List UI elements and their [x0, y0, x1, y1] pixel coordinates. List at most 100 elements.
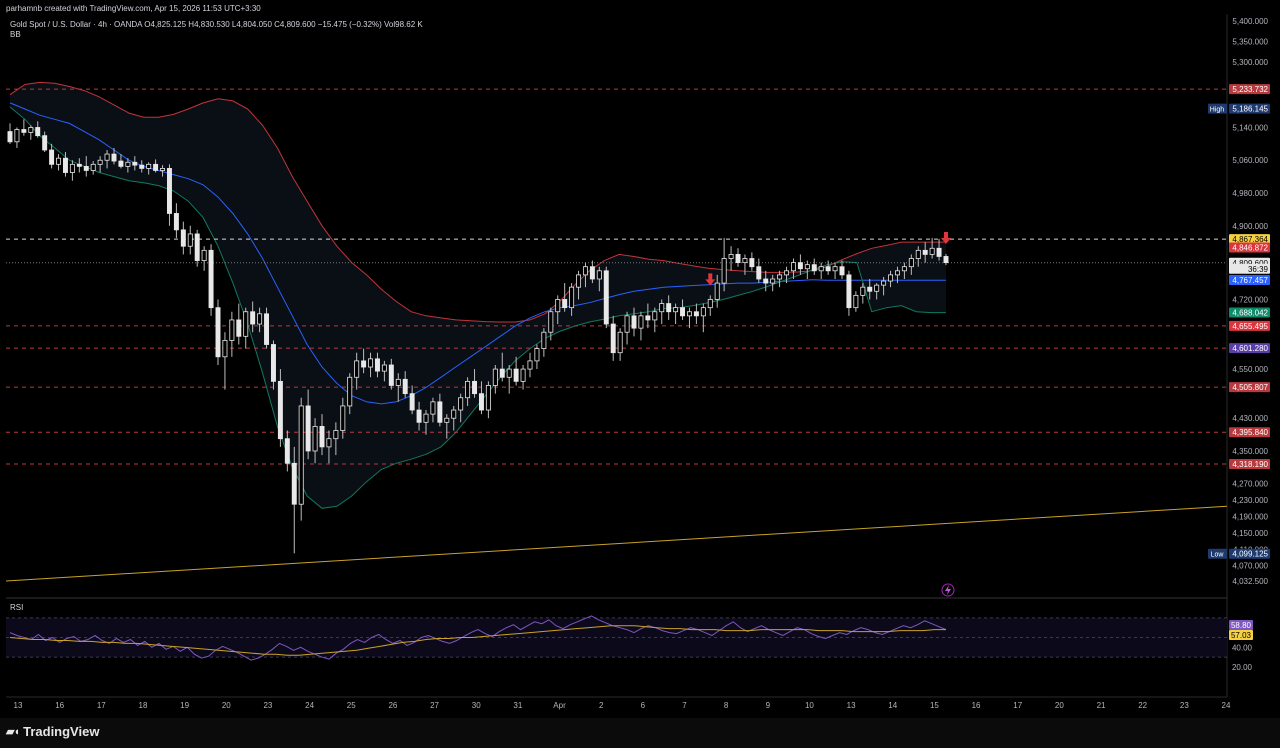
candle-body	[784, 270, 790, 276]
price-tag	[1229, 275, 1270, 286]
candle-body	[257, 313, 263, 325]
candle-body	[610, 323, 616, 354]
candle-body	[534, 348, 540, 362]
price-tick-label: 4,032.500	[1232, 577, 1268, 586]
candle-body	[881, 280, 887, 286]
symbol-ohlc-line[interactable]: Gold Spot / U.S. Dollar · 4h · OANDA O4,…	[10, 20, 423, 29]
candle-body	[69, 163, 75, 173]
brand-text: TradingView	[23, 724, 100, 739]
candle-body	[270, 344, 276, 382]
price-tick-label: 4,230.000	[1232, 496, 1268, 505]
candle-body	[291, 462, 297, 505]
rsi-indicator-label[interactable]: RSI	[10, 603, 24, 612]
time-tick-label: 30	[472, 701, 481, 710]
candle-body	[250, 311, 256, 325]
rsi-value-tag	[1229, 620, 1253, 630]
candle-body	[555, 299, 561, 313]
price-tick-label: 4,430.000	[1232, 414, 1268, 423]
candle-body	[472, 380, 478, 395]
time-tick-label: 20	[222, 701, 231, 710]
candle-body	[388, 364, 394, 386]
time-axis-labels: 13 16 17 18 19 20 23 24 25 26 27 30 31 Apr 2 6 7 8 9 10 13 14…	[14, 701, 1231, 710]
time-tick-label: 13	[847, 701, 856, 710]
candle-body	[576, 274, 582, 288]
price-tag-prefix	[1208, 548, 1227, 559]
candle-body	[804, 264, 810, 270]
price-tag-prefix-text: High	[1210, 107, 1225, 114]
price-tick-label: 4,720.000	[1232, 295, 1268, 304]
time-tick-label: 2	[599, 701, 604, 710]
price-tick-label: 4,550.000	[1232, 365, 1268, 374]
candle-body	[444, 417, 450, 423]
rsi-value-tag	[1229, 630, 1253, 640]
mid-band-line	[9, 102, 946, 405]
candle-body	[437, 401, 443, 423]
candle-body	[874, 284, 880, 292]
lightning-icon[interactable]	[941, 583, 955, 597]
candle-body	[28, 127, 34, 133]
candle-body	[513, 368, 519, 382]
candle-body	[867, 286, 873, 292]
candle-body	[42, 135, 48, 151]
candle-body	[721, 258, 727, 284]
candle-body	[659, 303, 665, 313]
candle-body	[21, 129, 27, 133]
price-tick-label: 5,350.000	[1232, 37, 1268, 46]
candle-body	[125, 161, 131, 167]
candle-body	[749, 258, 755, 268]
price-tick-label: 4,150.000	[1232, 529, 1268, 538]
time-tick-label: 14	[888, 701, 897, 710]
price-tag	[1229, 242, 1270, 253]
candle-body	[686, 311, 692, 317]
time-tick-label: 24	[1222, 701, 1231, 710]
candle-body	[361, 360, 367, 368]
candle-body	[458, 397, 464, 411]
price-axis-labels: 5,400.000 5,350.000 5,300.000 5,140.000 5,06…	[1208, 17, 1270, 672]
candle-body	[381, 364, 387, 372]
time-tick-label: 24	[305, 701, 314, 710]
candle-body	[97, 159, 103, 165]
time-tick-label: 19	[180, 701, 189, 710]
price-tick-label: 4,900.000	[1232, 222, 1268, 231]
candle-body	[680, 307, 686, 317]
price-tag	[1229, 307, 1270, 318]
candle-body	[638, 315, 644, 329]
candle-body	[707, 299, 713, 309]
price-tag-text: 4,655.495	[1232, 322, 1268, 331]
candle-body	[770, 278, 776, 284]
candle-body	[652, 311, 658, 321]
time-tick-label: 23	[1180, 701, 1189, 710]
candle-body	[333, 430, 339, 440]
candle-body	[264, 313, 270, 345]
time-tick-label: 9	[766, 701, 771, 710]
candle-body	[901, 266, 907, 272]
candle-body	[846, 274, 852, 309]
candle-body	[520, 368, 526, 382]
candle-body	[860, 286, 866, 296]
candle-body	[430, 401, 436, 415]
time-tick-label: 17	[1013, 701, 1022, 710]
band-fill	[10, 82, 946, 509]
price-tag-text: 4,099.125	[1232, 550, 1268, 559]
rsi-value-text: 58.80	[1231, 621, 1252, 630]
candle-body	[562, 299, 568, 309]
candle-body	[56, 157, 62, 165]
price-tag	[1229, 103, 1270, 114]
bollinger-indicator-label[interactable]: BB	[10, 30, 21, 39]
candle-body	[624, 315, 630, 333]
price-tag	[1229, 263, 1270, 274]
price-tag	[1229, 84, 1270, 95]
tradingview-brand[interactable]: ▰◖ TradingView	[6, 724, 99, 739]
price-tag-text: 4,688.042	[1232, 309, 1268, 318]
trendline[interactable]	[5, 505, 1228, 582]
rsi-panel	[6, 615, 1227, 661]
time-tick-label: 18	[139, 701, 148, 710]
price-chart[interactable]: 5,400.000 5,350.000 5,300.000 5,140.000 5,06…	[0, 0, 1280, 718]
price-tag-prefix-text: Low	[1211, 552, 1225, 559]
candle-body	[603, 270, 609, 325]
price-tick-label: 4,190.000	[1232, 513, 1268, 522]
time-tick-label: 17	[97, 701, 106, 710]
candle-body	[478, 393, 484, 411]
candle-body	[243, 311, 249, 337]
